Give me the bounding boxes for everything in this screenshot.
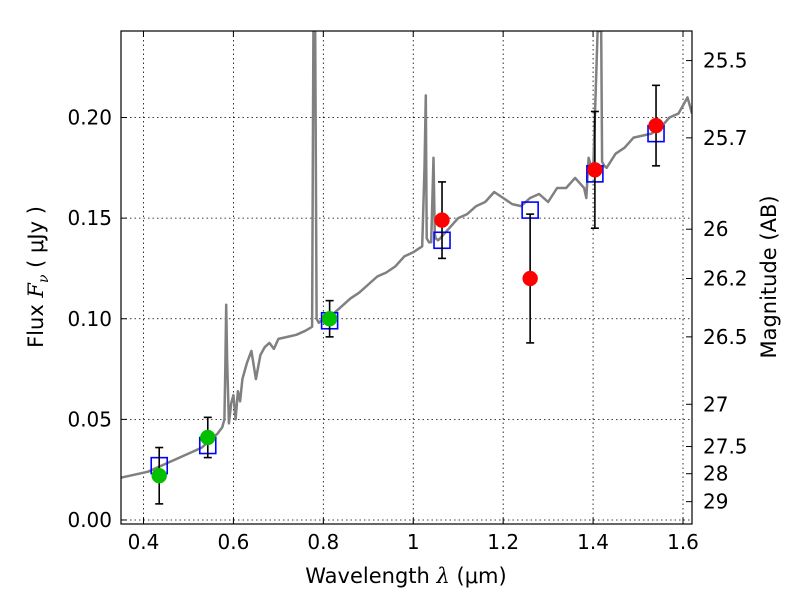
x-axis-symbol: λ bbox=[436, 564, 450, 588]
x-axis-unit: (μm) bbox=[450, 564, 507, 588]
y-tick-label: 0.20 bbox=[67, 106, 112, 130]
y-axis-unit: ( μJy ) bbox=[24, 206, 48, 274]
grid-lines bbox=[121, 31, 692, 524]
x-tick-label: 1 bbox=[407, 530, 420, 554]
x-tick-label: 1.6 bbox=[667, 530, 699, 554]
right-tick-label: 25.5 bbox=[703, 49, 748, 73]
right-tick-label: 28 bbox=[703, 462, 728, 486]
y-axis-subscript: ν bbox=[36, 274, 52, 283]
right-tick-label: 25.7 bbox=[703, 126, 748, 150]
y-axis-symbol: F bbox=[24, 282, 48, 299]
right-tick-label: 26.2 bbox=[703, 267, 748, 291]
right-tick-label: 27 bbox=[703, 392, 728, 416]
y-axis-prefix: Flux bbox=[24, 298, 48, 348]
right-tick-label: 29 bbox=[703, 490, 728, 514]
observed-near-ir-point bbox=[522, 270, 538, 287]
observed-optical-point bbox=[200, 429, 216, 446]
right-tick-label: 26.5 bbox=[703, 325, 748, 349]
y-tick-label: 0.00 bbox=[67, 508, 112, 532]
x-axis-title: Wavelength λ (μm) bbox=[305, 564, 506, 588]
y-axis-title: Flux Fν ( μJy ) bbox=[24, 206, 52, 348]
right-tick-label: 27.5 bbox=[703, 435, 748, 459]
y-tick-label: 0.10 bbox=[67, 307, 112, 331]
tick-layer: 0.4 0.6 0.8 1 1.2 1.4 1.6 0.00 0.05 0.10 0.15 0.20 2… bbox=[67, 31, 748, 554]
plot-frame bbox=[120, 30, 693, 525]
x-tick-label: 1.4 bbox=[577, 530, 609, 554]
x-axis-prefix: Wavelength bbox=[305, 564, 436, 588]
observed-near-ir-point bbox=[587, 162, 603, 178]
x-tick-label: 0.4 bbox=[128, 530, 160, 554]
x-tick-label: 0.8 bbox=[307, 530, 339, 554]
marker-layer bbox=[150, 84, 665, 505]
observed-near-ir-point bbox=[648, 117, 664, 134]
y-tick-label: 0.05 bbox=[67, 407, 112, 431]
right-tick-label: 26 bbox=[703, 217, 728, 241]
y-tick-label: 0.15 bbox=[67, 206, 112, 230]
observed-near-ir-point bbox=[434, 212, 450, 228]
x-tick-label: 1.2 bbox=[487, 530, 519, 554]
observed-optical-point bbox=[321, 311, 338, 327]
observed-optical-point bbox=[151, 467, 167, 484]
plot-background bbox=[121, 31, 692, 524]
x-tick-label: 0.6 bbox=[217, 530, 249, 554]
right-axis-title: Magnitude (AB) bbox=[757, 195, 781, 358]
